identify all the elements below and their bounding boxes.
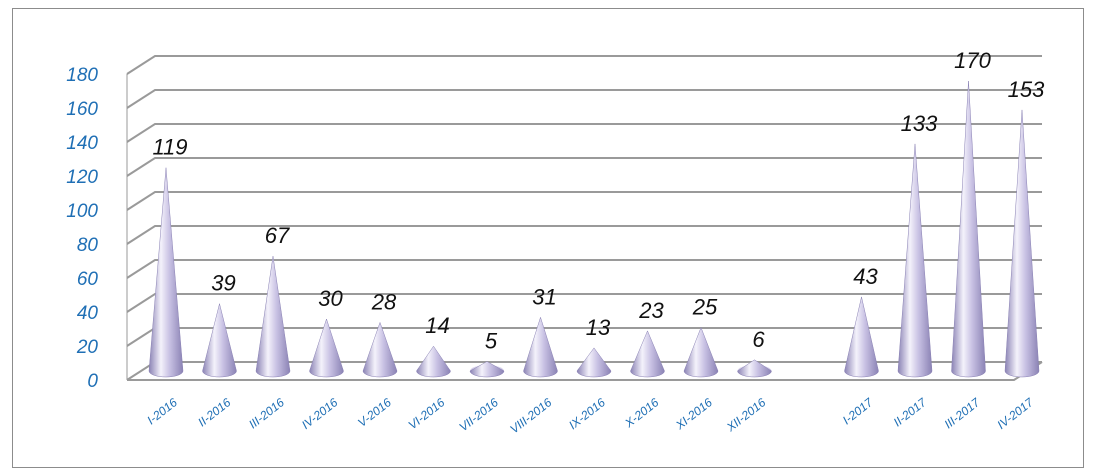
cone-mark <box>309 318 344 378</box>
x-tick-label: X-2016 <box>621 395 661 431</box>
data-label: 25 <box>692 295 718 320</box>
y-tick-label: 80 <box>77 235 99 256</box>
gridline <box>126 225 1042 245</box>
cone-mark <box>576 347 612 378</box>
data-label: 30 <box>318 286 343 311</box>
data-label: 67 <box>265 223 290 248</box>
gridlines <box>126 55 1043 381</box>
data-label: 13 <box>586 315 611 340</box>
x-tick-label: VI-2016 <box>406 395 448 432</box>
data-label: 6 <box>752 327 765 352</box>
data-label: 23 <box>638 298 664 323</box>
y-tick-label: 100 <box>66 201 98 222</box>
gridline <box>126 293 1042 313</box>
data-label: 119 <box>152 135 187 160</box>
data-label: 5 <box>485 329 498 354</box>
x-tick-label: III-2016 <box>246 395 287 431</box>
cone-mark <box>255 256 291 378</box>
gridline <box>126 123 1042 143</box>
x-tick-label: VIII-2016 <box>507 395 554 436</box>
data-label: 14 <box>425 313 449 338</box>
data-label: 153 <box>1008 77 1045 102</box>
cone-mark <box>202 303 237 378</box>
data-label: 28 <box>371 289 397 314</box>
y-tick-label: 20 <box>76 337 99 358</box>
chart-frame <box>12 8 1084 468</box>
y-tick-label: 140 <box>66 133 98 154</box>
data-label: 170 <box>954 48 991 73</box>
x-tick-label: VII-2016 <box>456 395 501 434</box>
x-tick-label: IV-2016 <box>299 395 341 432</box>
x-tick-label: IX-2016 <box>566 395 608 432</box>
data-label: 39 <box>211 271 235 296</box>
data-label: 31 <box>532 284 556 309</box>
y-axis-ticks: 0 20 40 60 80 100 120 140 160 180 <box>66 65 98 392</box>
data-label: 133 <box>901 111 938 136</box>
cone-mark <box>683 326 719 378</box>
x-tick-label: IV-2017 <box>994 395 1036 432</box>
data-labels: 119 39 67 30 28 14 5 31 13 23 25 6 43 133 170 153 <box>152 48 1045 354</box>
cone-mark <box>844 296 879 378</box>
y-tick-label: 40 <box>77 303 99 324</box>
x-tick-label: V-2016 <box>355 395 394 430</box>
data-label: 43 <box>853 264 878 289</box>
x-tick-label: I-2017 <box>840 395 876 428</box>
cone-mark <box>523 316 558 378</box>
x-tick-label: XI-2016 <box>672 395 715 433</box>
cone-mark <box>737 359 772 378</box>
gridline <box>126 89 1042 109</box>
y-tick-label: 60 <box>77 269 99 290</box>
gridline <box>126 157 1042 177</box>
cone-mark <box>148 167 184 378</box>
gridline <box>126 259 1042 279</box>
y-tick-label: 120 <box>66 167 98 188</box>
cone-mark <box>469 361 505 378</box>
cone-mark <box>630 330 665 378</box>
y-tick-label: 0 <box>87 371 98 392</box>
gridline <box>126 55 1042 75</box>
cone-mark <box>951 80 986 378</box>
gridline <box>126 191 1042 211</box>
cone-mark <box>897 143 933 378</box>
cone-mark <box>1004 109 1040 378</box>
x-tick-label: I-2016 <box>144 395 180 427</box>
x-tick-label: II-2017 <box>891 395 930 430</box>
x-axis-ticks: I-2016 II-2016 III-2016 IV-2016 V-2016 VI-201… <box>144 395 1036 437</box>
cone-mark <box>416 345 451 378</box>
y-tick-label: 160 <box>66 99 98 120</box>
x-tick-label: III-2017 <box>942 395 984 432</box>
cone-series <box>148 80 1040 378</box>
y-tick-label: 180 <box>66 65 98 86</box>
x-tick-label: II-2016 <box>195 395 233 429</box>
x-tick-label: XII-2016 <box>723 395 768 435</box>
cone-mark <box>362 321 398 378</box>
